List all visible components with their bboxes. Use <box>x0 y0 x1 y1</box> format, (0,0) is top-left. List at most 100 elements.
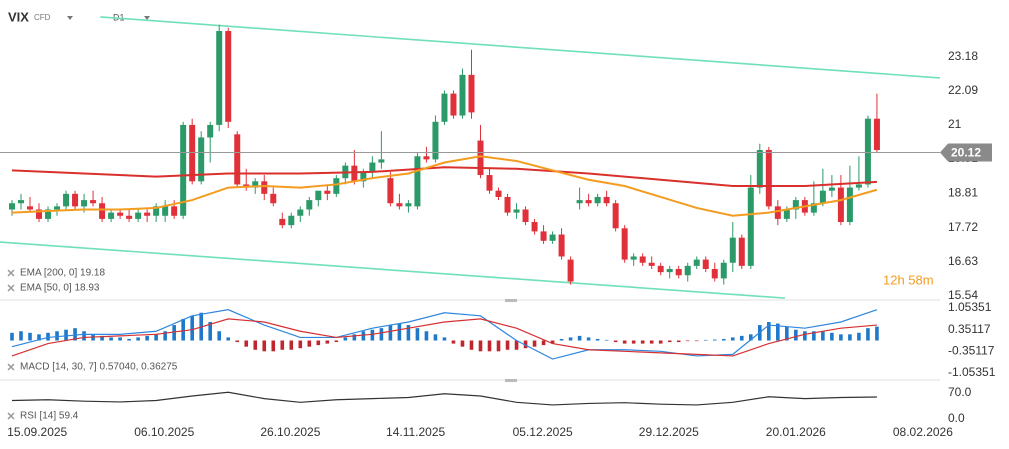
indicator-line <box>11 309 878 360</box>
dropdown-arrow[interactable] <box>67 16 73 20</box>
candle-body <box>252 181 259 188</box>
histogram-bar <box>649 340 654 344</box>
histogram-bar <box>19 331 23 341</box>
histogram-bar <box>460 340 465 347</box>
histogram-bar <box>667 340 672 343</box>
candle-body <box>837 187 844 223</box>
legend-entry: RSI [14] 59.4 <box>20 411 79 422</box>
candle-body <box>297 209 304 216</box>
histogram-bar <box>568 337 573 341</box>
candle-body <box>423 156 430 160</box>
histogram-bar <box>703 339 708 341</box>
histogram-bar <box>271 340 276 352</box>
histogram-bar <box>685 340 690 342</box>
candle-body <box>99 203 106 219</box>
histogram-bar <box>739 335 744 341</box>
candle-body <box>477 140 484 176</box>
candle-body <box>387 178 394 204</box>
candle-body <box>234 134 241 185</box>
histogram-bar <box>397 323 402 341</box>
histogram-bar <box>379 328 384 341</box>
histogram-bar <box>794 329 798 341</box>
candle-body <box>216 30 223 125</box>
histogram-bar <box>541 340 546 346</box>
histogram-bar <box>433 334 438 341</box>
histogram-bar <box>316 340 321 346</box>
histogram-bar <box>848 334 852 341</box>
histogram-bar <box>613 340 618 343</box>
candle-body <box>567 259 574 282</box>
histogram-bar <box>172 325 176 341</box>
candle-body <box>675 268 682 276</box>
candle-body <box>495 190 502 197</box>
histogram-bar <box>280 340 285 350</box>
y-tick-label: 18.81 <box>948 186 978 200</box>
histogram-bar <box>37 334 41 341</box>
y-tick-label: 15.54 <box>948 288 978 302</box>
candle-body <box>63 193 70 207</box>
symbol[interactable]: VIX <box>8 9 29 24</box>
histogram-bar <box>82 331 86 341</box>
candle-body <box>279 218 286 226</box>
histogram-bar <box>361 331 366 341</box>
x-tick-label: 06.10.2025 <box>134 425 194 439</box>
histogram-bar <box>748 334 753 341</box>
histogram-bar <box>352 334 357 341</box>
candle-body <box>108 212 115 219</box>
histogram-bar <box>676 340 681 343</box>
histogram-bar <box>388 325 393 341</box>
candle-body <box>468 74 475 113</box>
histogram-bar <box>217 331 222 341</box>
histogram-bar <box>163 331 167 341</box>
resize-handle[interactable] <box>505 299 517 302</box>
histogram-bar <box>370 329 375 341</box>
candle-body <box>36 209 43 219</box>
candle-body <box>486 175 493 191</box>
candle-body <box>378 159 385 163</box>
candle-body <box>198 137 205 182</box>
histogram-bar <box>451 340 456 344</box>
candle-body <box>17 200 24 204</box>
histogram-bar <box>866 328 870 341</box>
candle-body <box>54 206 61 210</box>
candle-body <box>666 268 673 273</box>
histogram-bar <box>721 338 726 341</box>
candle-body <box>576 200 583 204</box>
candle-body <box>747 187 754 266</box>
ema-line <box>11 155 878 217</box>
histogram-bar <box>469 340 474 350</box>
timeframe[interactable]: D1 <box>113 12 125 22</box>
candle-body <box>540 231 547 241</box>
dropdown-arrow[interactable] <box>144 16 150 20</box>
histogram-bar <box>226 337 231 341</box>
histogram-bar <box>334 340 339 343</box>
candle-body <box>585 200 592 204</box>
histogram-bar <box>550 340 555 344</box>
histogram-bar <box>118 337 122 341</box>
candle-body <box>783 209 790 219</box>
y-tick-label: 23.18 <box>948 49 978 63</box>
histogram-bar <box>812 331 816 341</box>
current-price-tag <box>940 143 992 162</box>
candle-body <box>522 209 529 223</box>
y-tick-label: 0.35117 <box>948 322 991 336</box>
x-tick-label: 20.01.2026 <box>766 425 826 439</box>
histogram-bar <box>776 323 780 341</box>
histogram-bar <box>298 340 303 349</box>
trend-line <box>0 241 786 299</box>
countdown: 12h 58m <box>883 272 934 287</box>
trend-line <box>100 16 941 79</box>
y-tick-label: 1.05351 <box>948 300 992 314</box>
candle-body <box>144 212 151 216</box>
resize-handle[interactable] <box>505 379 517 382</box>
legend-icon <box>7 412 15 420</box>
candle-body <box>270 193 277 204</box>
candle-body <box>504 196 511 213</box>
histogram-bar <box>821 331 825 341</box>
x-tick-label: 26.10.2025 <box>260 425 320 439</box>
candle-body <box>621 228 628 260</box>
histogram-bar <box>253 340 258 350</box>
candle-body <box>819 190 826 204</box>
candle-body <box>531 222 538 232</box>
candle-body <box>459 74 466 116</box>
